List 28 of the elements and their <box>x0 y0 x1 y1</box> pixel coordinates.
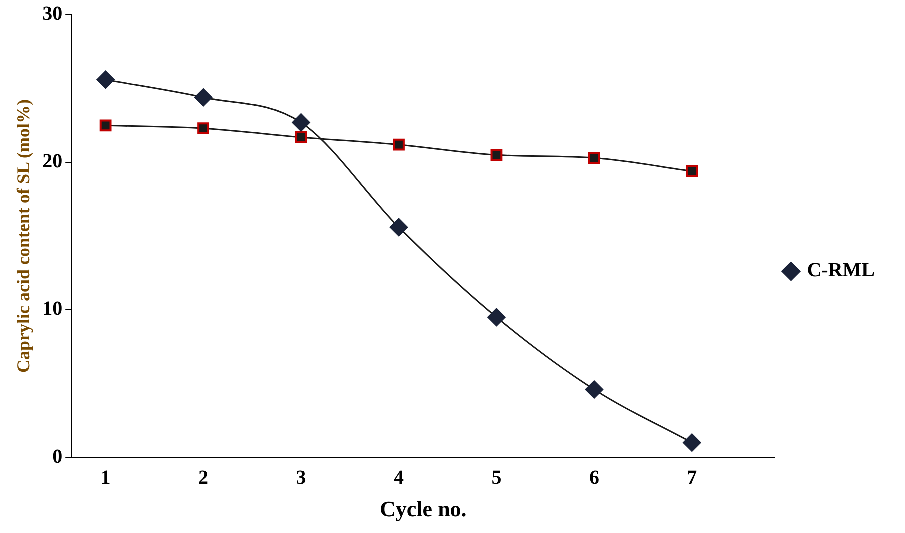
point <box>588 152 600 164</box>
point <box>488 308 506 326</box>
x-tick-label: 7 <box>687 466 698 489</box>
y-tick-label: 20 <box>42 150 63 173</box>
point <box>100 120 112 132</box>
point <box>585 380 604 399</box>
point <box>295 132 308 144</box>
point <box>198 122 210 135</box>
x-tick-label: 4 <box>394 466 404 489</box>
point <box>194 88 213 107</box>
x-tick-label: 3 <box>296 466 306 489</box>
y-axis-title: Caprylic acid content of SL (mol%) <box>13 100 34 374</box>
point <box>683 434 702 452</box>
x-tick-label: 5 <box>492 466 502 489</box>
point <box>686 165 698 178</box>
legend-label: C-RML <box>807 260 875 282</box>
x-tick-label: 2 <box>198 466 209 489</box>
x-tick-label: 6 <box>589 466 600 489</box>
point <box>393 138 405 151</box>
point <box>490 149 503 162</box>
x-tick-label: 1 <box>100 466 111 489</box>
point <box>390 218 408 236</box>
x-axis-title: Cycle no. <box>380 496 467 522</box>
point <box>96 70 115 89</box>
y-tick-label: 0 <box>52 446 63 468</box>
y-tick-label: 10 <box>42 298 63 320</box>
y-tick-label: 30 <box>42 3 63 26</box>
point <box>292 114 310 132</box>
